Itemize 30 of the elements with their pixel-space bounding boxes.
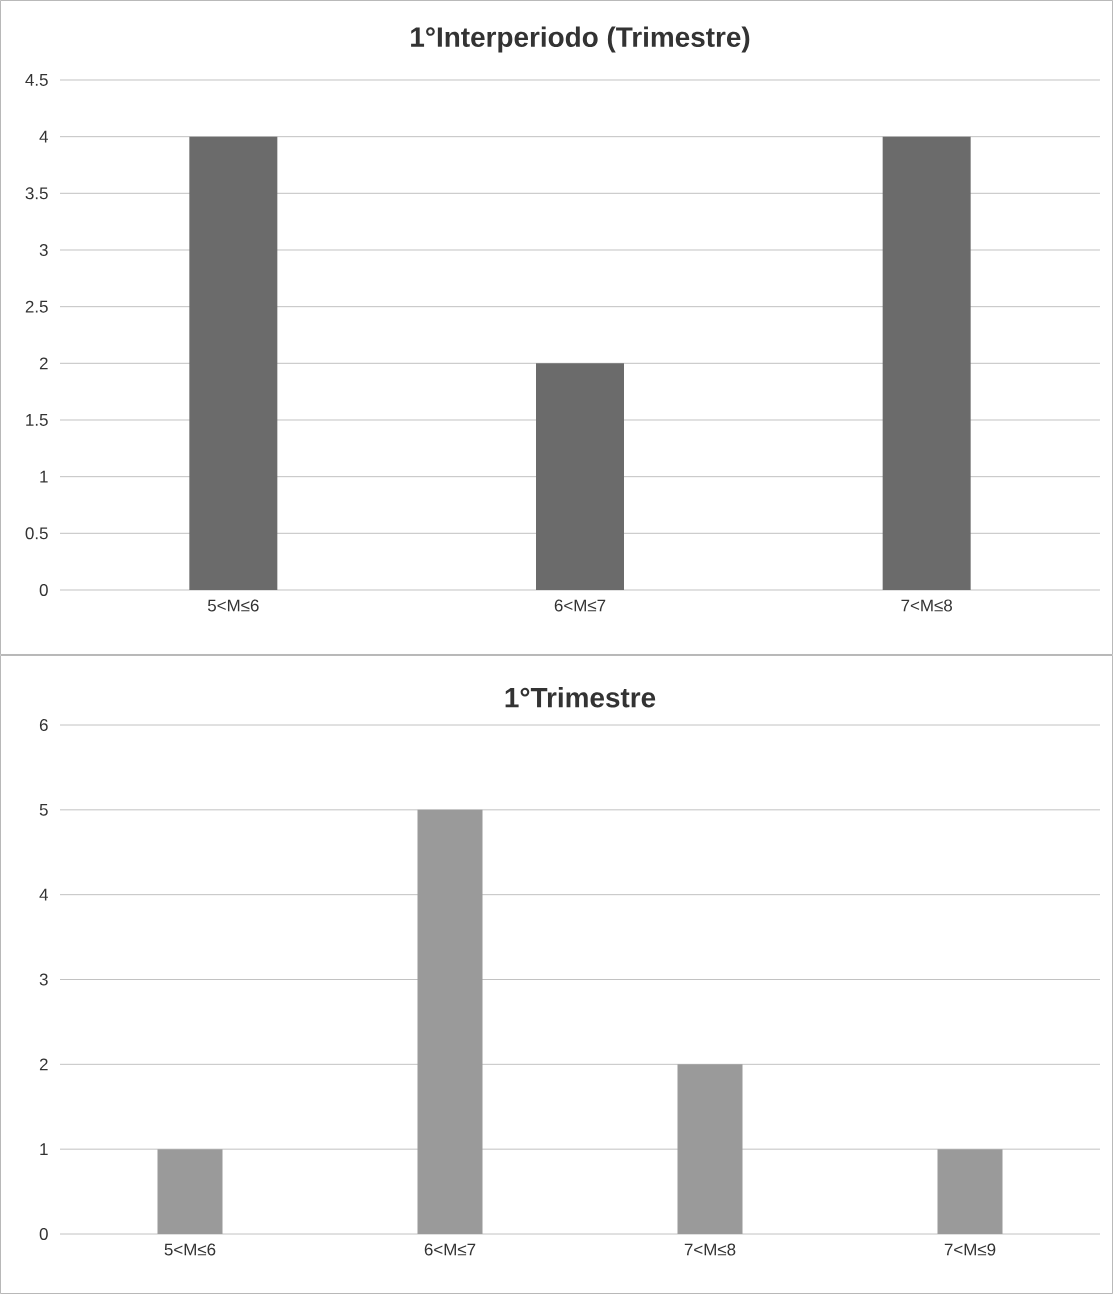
x-tick-label: 5<M≤6 [207, 599, 259, 612]
y-tick-label: 2 [39, 1058, 48, 1071]
y-tick-label: 0.5 [25, 527, 48, 540]
y-tick-label: 4 [39, 888, 48, 901]
x-tick-label: 6<M≤7 [424, 1243, 476, 1256]
x-tick-label: 5<M≤6 [164, 1243, 216, 1256]
x-tick-label: 7<M≤8 [901, 599, 952, 612]
y-tick-label: 3 [39, 243, 48, 256]
y-tick-label: 6 [39, 719, 48, 731]
y-tick-label: 0 [39, 583, 48, 596]
y-tick-label: 3 [39, 973, 48, 986]
y-tick-label: 5 [39, 803, 48, 816]
y-tick-label: 2 [39, 357, 48, 370]
x-tick-label: 7<M≤8 [684, 1243, 736, 1256]
chart-title: 1°Trimestre [505, 687, 656, 708]
y-tick-label: 1.5 [26, 414, 48, 426]
bar [417, 809, 483, 1234]
y-tick-label: 3.5 [25, 187, 48, 200]
x-tick-label: 7<M≤9 [944, 1243, 996, 1256]
y-tick-label: 2.5 [25, 300, 48, 313]
chart-title: 1°Interperiodo (Trimestre) [411, 26, 750, 53]
y-tick-label: 0 [39, 1228, 48, 1240]
x-tick-label: 6<M≤7 [554, 599, 606, 612]
y-tick-label: 1 [40, 470, 48, 483]
bar [937, 1149, 1003, 1234]
y-tick-label: 4.5 [25, 74, 48, 86]
y-tick-label: 4 [39, 130, 48, 143]
bar [157, 1149, 223, 1234]
y-tick-label: 1 [40, 1143, 48, 1155]
bar [677, 1064, 743, 1234]
